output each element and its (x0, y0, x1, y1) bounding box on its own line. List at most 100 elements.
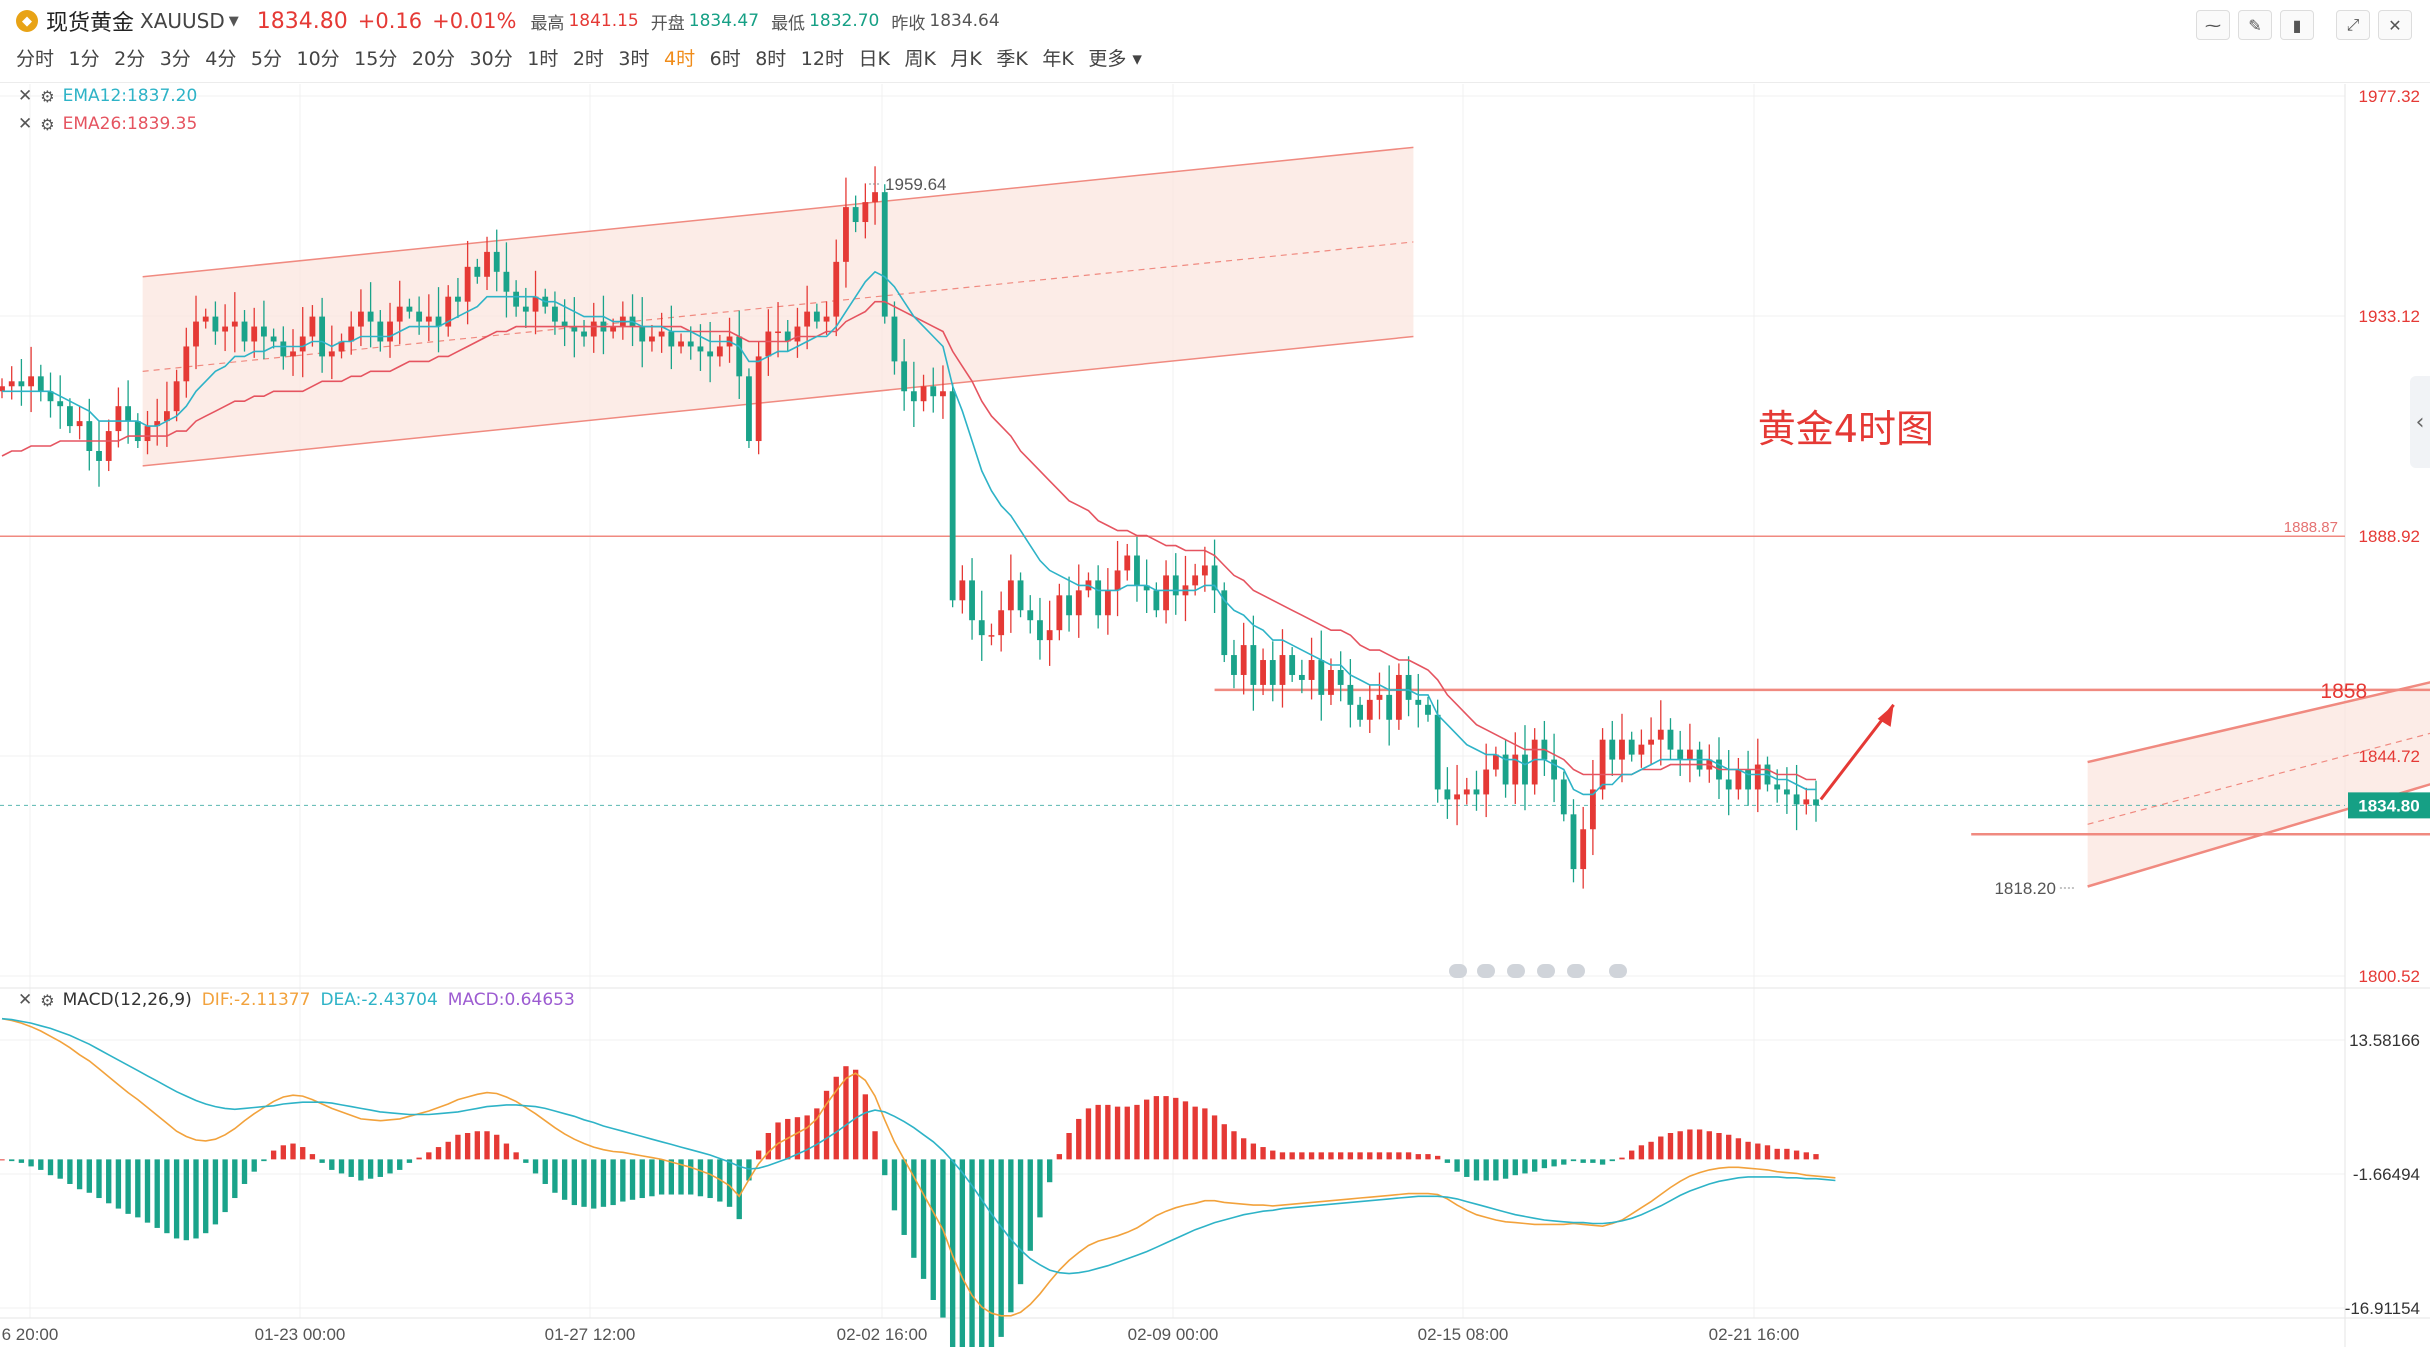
candle-116 (1124, 543, 1131, 581)
timeframe-1[interactable]: 1分 (68, 47, 100, 70)
timeframe-14[interactable]: 6时 (709, 47, 741, 70)
macd-bar-59 (571, 1159, 577, 1206)
candle-151 (1463, 777, 1470, 805)
price-change: +0.16 (357, 9, 423, 33)
timeframe-10[interactable]: 1时 (527, 47, 559, 70)
candle-body-152 (1473, 789, 1480, 795)
candle-74 (716, 334, 723, 367)
macd-bar-72 (697, 1159, 704, 1197)
x-tick-0: 6 20:00 (2, 1325, 59, 1344)
line-chart-icon[interactable]: ⁓ (2196, 10, 2230, 40)
timeframe-4[interactable]: 4分 (205, 47, 237, 70)
draw-pen-icon[interactable]: ✎ (2238, 10, 2272, 40)
ema-lines (1, 270, 1816, 796)
channel-1-upper (142, 146, 1414, 278)
timeframe-9[interactable]: 30分 (469, 47, 513, 70)
remove-macd-close-icon[interactable]: ✕ (18, 990, 33, 1010)
macd-bar-115 (1114, 1106, 1121, 1160)
timeframe-15[interactable]: 8时 (755, 47, 787, 70)
timeframe-19[interactable]: 月K (950, 47, 982, 70)
candle-131 (1269, 641, 1276, 702)
candle-78 (755, 341, 762, 455)
candle-22 (212, 301, 219, 345)
macd-bar-53 (513, 1152, 519, 1160)
candle-body-24 (231, 321, 238, 327)
candle-body-106 (1027, 610, 1034, 621)
timeframe-6[interactable]: 10分 (296, 47, 340, 70)
macd-bar-118 (1143, 1099, 1150, 1160)
candle-body-165 (1599, 739, 1606, 790)
candle-style-icon[interactable]: ▮ (2280, 10, 2314, 40)
candle-body-52 (503, 271, 510, 292)
candle-body-70 (678, 341, 684, 347)
timeframe-2[interactable]: 2分 (114, 47, 146, 70)
candle-body-6 (57, 401, 64, 407)
macd-bar-15 (144, 1159, 151, 1223)
timeframe-7[interactable]: 15分 (354, 47, 398, 70)
macd-bar-100 (969, 1159, 975, 1347)
ema12-settings-gear-icon[interactable]: ⚙ (40, 86, 55, 106)
chart-toolbar: ⁓ ✎ ▮ ⤢ ✕ (2188, 10, 2412, 40)
candle-132 (1279, 629, 1286, 708)
macd-bar-127 (1231, 1131, 1237, 1160)
timeframe-5[interactable]: 5分 (250, 47, 282, 70)
macd-bar-88 (852, 1069, 859, 1160)
candle-39 (377, 310, 384, 352)
timeframe-20[interactable]: 季K (996, 47, 1028, 70)
candle-153 (1483, 743, 1490, 818)
candle-157 (1522, 725, 1528, 811)
timeframe-0[interactable]: 分时 (16, 47, 55, 70)
timeframe-16[interactable]: 12时 (800, 47, 844, 70)
macd-bar-30 (290, 1143, 296, 1160)
chevron-down-icon[interactable]: ▼ (228, 13, 239, 29)
candle-143 (1386, 665, 1393, 746)
candle-138 (1337, 651, 1344, 702)
candle-120 (1163, 560, 1169, 624)
scroll-dot-1 (1477, 964, 1495, 978)
timeframe-11[interactable]: 2时 (572, 47, 604, 70)
high-label: 最高 (530, 13, 565, 34)
candle-109 (1056, 583, 1063, 641)
close-icon[interactable]: ✕ (2378, 10, 2412, 40)
macd-bar-145 (1405, 1152, 1412, 1160)
collapse-panel-chevron-left-icon[interactable]: ‹ (2410, 376, 2430, 468)
candle-body-68 (658, 331, 665, 337)
timeframe-21[interactable]: 年K (1042, 47, 1074, 70)
timeframe-12[interactable]: 3时 (618, 47, 650, 70)
macd-bar-0 (0, 1159, 5, 1161)
candle-6 (57, 375, 64, 429)
candle-body-111 (1075, 590, 1082, 616)
candle-body-72 (697, 346, 704, 352)
candle-187 (1813, 780, 1819, 822)
ema26-settings-gear-icon[interactable]: ⚙ (40, 114, 55, 134)
candle-95 (920, 374, 927, 412)
macd-bar-75 (726, 1159, 733, 1207)
symbol-name[interactable]: 现货黄金 (46, 11, 135, 36)
timeframe-3[interactable]: 3分 (159, 47, 191, 70)
macd-bar-139 (1347, 1152, 1354, 1160)
macd-bar-37 (358, 1159, 364, 1181)
candle-body-143 (1386, 694, 1393, 720)
remove-ema26-close-icon[interactable]: ✕ (18, 114, 33, 134)
timeframe-13[interactable]: 4时 (664, 47, 696, 70)
fullscreen-icon[interactable]: ⤢ (2336, 10, 2370, 40)
macd-bar-9 (86, 1159, 92, 1193)
candle-3 (28, 346, 35, 413)
symbol-code[interactable]: XAUUSD (140, 9, 225, 33)
candle-50 (484, 236, 490, 291)
remove-ema12-close-icon[interactable]: ✕ (18, 86, 33, 106)
candle-152 (1473, 770, 1480, 811)
candle-body-21 (202, 316, 209, 322)
macd-settings-gear-icon[interactable]: ⚙ (40, 990, 55, 1010)
up-arrow-head (1877, 704, 1894, 727)
macd-bar-147 (1425, 1154, 1431, 1160)
candle-141 (1366, 684, 1373, 734)
macd-bar-126 (1221, 1124, 1227, 1160)
timeframe-17[interactable]: 日K (858, 47, 890, 70)
dif-line (1, 1017, 1836, 1317)
candle-81 (784, 319, 791, 352)
timeframe-18[interactable]: 周K (904, 47, 936, 70)
timeframe-8[interactable]: 20分 (411, 47, 456, 70)
more-timeframes-button[interactable]: 更多 ▾ (1088, 47, 1142, 70)
